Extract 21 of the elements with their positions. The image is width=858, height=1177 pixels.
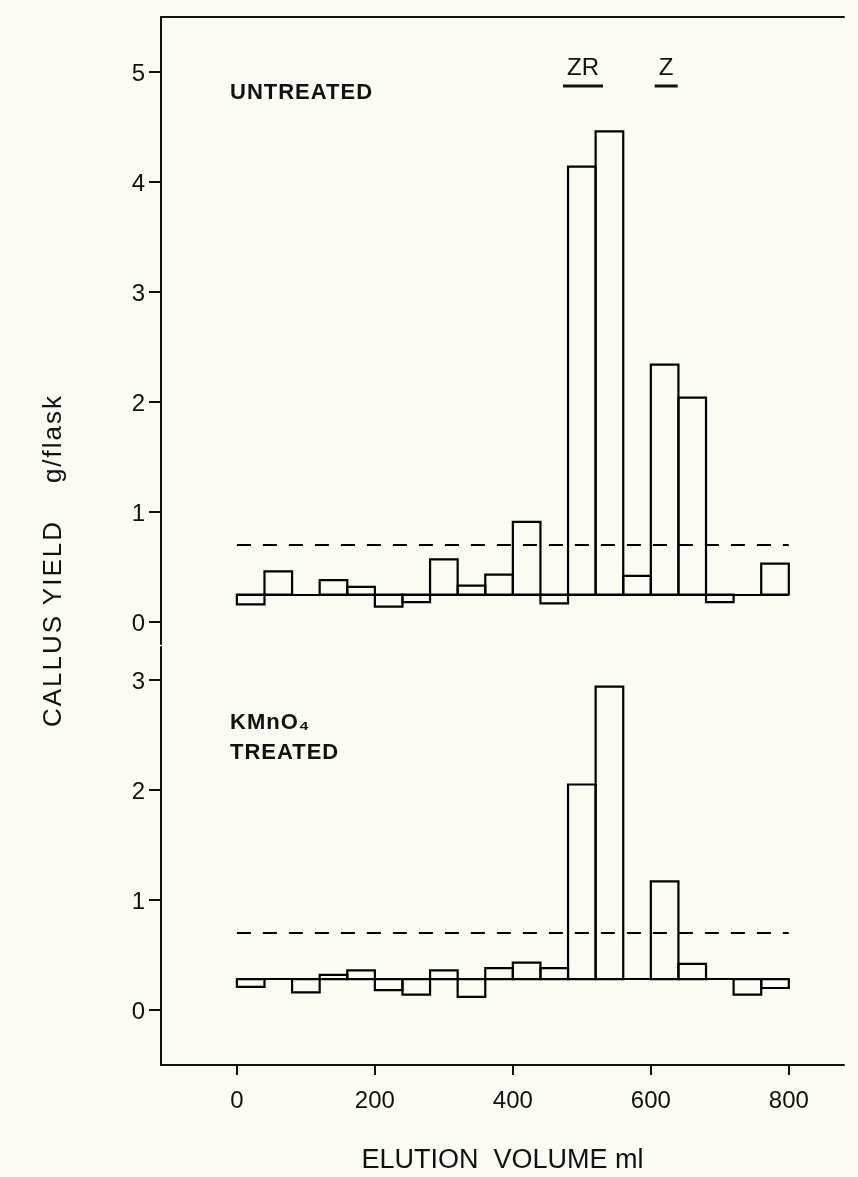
x-axis-title: ELUTION VOLUME ml: [361, 1143, 644, 1174]
y-tick-label: 0: [131, 996, 145, 1024]
y-tick-label: 0: [131, 608, 145, 636]
y-tick-label: 2: [131, 388, 145, 416]
y-tick-label: 3: [131, 278, 145, 306]
y-tick-label: 4: [131, 168, 145, 196]
x-tick-label: 200: [354, 1085, 395, 1113]
annotation: ZR: [563, 52, 603, 88]
x-tick-label: 800: [768, 1085, 809, 1113]
x-tick-label: 600: [630, 1085, 671, 1113]
y-tick-label: 1: [131, 886, 145, 914]
y-tick-label: 1: [131, 498, 145, 526]
x-tick-label: 0: [230, 1085, 244, 1113]
x-tick-label: 400: [492, 1085, 533, 1113]
y-tick-label: 2: [131, 776, 145, 804]
y-tick-label: 5: [131, 58, 145, 86]
y-tick-label: 3: [131, 666, 145, 694]
annotation: KMnO₄ TREATED: [230, 708, 340, 766]
annotation: Z: [654, 52, 678, 88]
y-axis-title: CALLUS YIELD g/flask: [36, 393, 68, 727]
annotation: UNTREATED: [230, 78, 374, 106]
